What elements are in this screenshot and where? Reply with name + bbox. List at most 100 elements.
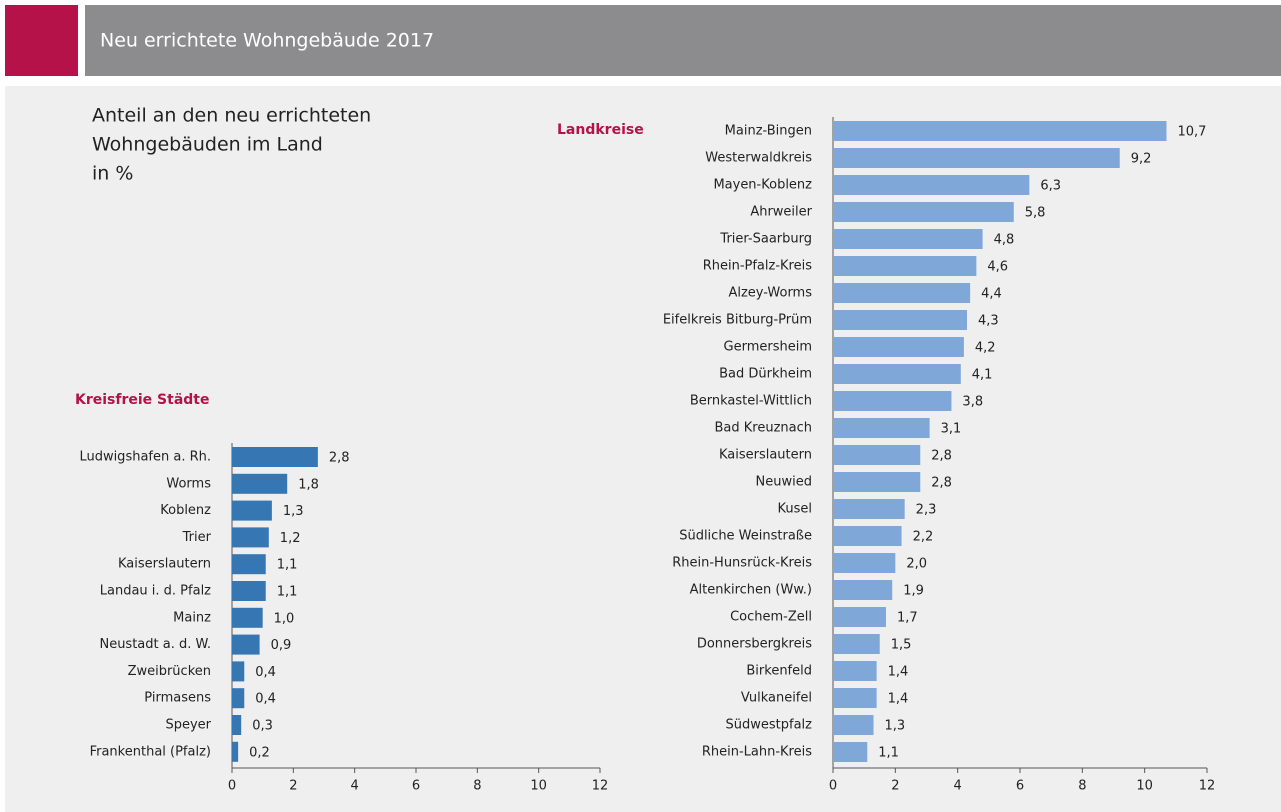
category-label: Westerwaldkreis	[705, 151, 812, 166]
value-label: 1,5	[891, 638, 912, 653]
value-label: 0,4	[255, 692, 276, 707]
category-label: Birkenfeld	[746, 664, 812, 679]
chart-title: Kreisfreie Städte	[75, 392, 209, 408]
category-label: Trier	[182, 530, 212, 545]
bar	[232, 581, 266, 601]
category-label: Mainz	[173, 610, 211, 625]
category-label: Landau i. d. Pfalz	[100, 584, 211, 599]
value-label: 4,1	[972, 368, 993, 383]
value-label: 1,0	[274, 611, 295, 626]
category-label: Germersheim	[724, 340, 812, 355]
bar	[232, 634, 260, 655]
category-label: Bernkastel-Wittlich	[690, 394, 812, 409]
subtitle: in %	[92, 163, 133, 185]
value-label: 1,9	[903, 584, 924, 599]
category-label: Worms	[166, 476, 211, 491]
x-tick-label: 4	[954, 779, 962, 794]
x-tick-label: 0	[829, 779, 837, 794]
bar	[833, 661, 877, 681]
category-label: Rhein-Hunsrück-Kreis	[672, 556, 812, 571]
category-label: Mainz-Bingen	[725, 124, 812, 139]
category-label: Trier-Saarburg	[719, 232, 812, 247]
value-label: 0,4	[255, 665, 276, 680]
value-label: 5,8	[1025, 206, 1046, 221]
category-label: Koblenz	[160, 503, 211, 518]
value-label: 4,8	[994, 233, 1015, 248]
category-label: Vulkaneifel	[741, 691, 812, 706]
bar	[232, 527, 269, 548]
bar	[833, 148, 1120, 168]
subtitle: Wohngebäuden im Land	[92, 134, 323, 156]
value-label: 1,7	[897, 611, 918, 626]
category-label: Cochem-Zell	[730, 610, 812, 625]
value-label: 1,3	[283, 504, 304, 519]
bar	[833, 175, 1030, 195]
value-label: 4,3	[978, 314, 999, 329]
x-tick-label: 6	[1016, 779, 1024, 794]
chart-title: Landkreise	[557, 122, 644, 138]
subtitle: Anteil an den neu errichteten	[92, 105, 371, 127]
bar	[232, 554, 266, 575]
bar	[833, 715, 874, 735]
category-label: Mayen-Koblenz	[713, 178, 812, 193]
category-label: Kusel	[778, 502, 813, 517]
value-label: 2,8	[329, 451, 350, 466]
x-tick-label: 4	[351, 779, 359, 794]
panel-bg	[5, 86, 1281, 812]
bar	[232, 715, 242, 735]
x-tick-label: 10	[1136, 779, 1153, 794]
bar	[232, 607, 263, 628]
value-label: 4,2	[975, 341, 996, 356]
x-tick-label: 6	[412, 779, 420, 794]
bar	[232, 473, 288, 494]
bar	[232, 447, 318, 467]
x-tick-label: 8	[473, 779, 481, 794]
category-label: Kaiserslautern	[118, 557, 211, 572]
value-label: 10,7	[1177, 125, 1206, 140]
value-label: 1,4	[888, 692, 909, 707]
category-label: Südwestpfalz	[726, 718, 813, 733]
bar	[833, 391, 952, 411]
category-label: Ludwigshafen a. Rh.	[79, 450, 211, 465]
bar	[833, 472, 921, 492]
value-label: 0,2	[249, 745, 270, 760]
bar	[833, 634, 880, 654]
bar	[833, 121, 1167, 141]
value-label: 2,0	[906, 557, 927, 572]
category-label: Südliche Weinstraße	[679, 529, 812, 544]
bar	[232, 688, 245, 709]
bar	[833, 310, 968, 330]
bar	[833, 337, 964, 357]
bar	[833, 607, 886, 627]
bar	[833, 526, 902, 546]
value-label: 1,4	[888, 665, 909, 680]
header-bar	[85, 5, 1281, 76]
value-label: 1,2	[280, 531, 301, 546]
value-label: 2,8	[931, 476, 952, 491]
bar	[232, 741, 239, 762]
value-label: 9,2	[1131, 152, 1152, 167]
category-label: Frankenthal (Pfalz)	[90, 744, 211, 759]
bar	[232, 661, 245, 682]
x-tick-label: 2	[289, 779, 297, 794]
value-label: 4,6	[987, 260, 1008, 275]
x-tick-label: 2	[891, 779, 899, 794]
category-label: Eifelkreis Bitburg-Prüm	[663, 313, 812, 328]
category-label: Speyer	[165, 718, 211, 733]
x-tick-label: 12	[1199, 779, 1216, 794]
bar	[833, 202, 1014, 222]
value-label: 2,2	[913, 530, 934, 545]
bar	[833, 418, 930, 438]
value-label: 1,8	[298, 477, 319, 492]
category-label: Alzey-Worms	[728, 286, 812, 301]
bar	[833, 742, 868, 762]
header-accent	[5, 5, 78, 76]
value-label: 0,3	[252, 719, 273, 734]
bar	[833, 364, 961, 384]
x-tick-label: 12	[592, 779, 609, 794]
header-title: Neu errichtete Wohngebäude 2017	[100, 30, 434, 52]
value-label: 3,8	[962, 395, 983, 410]
category-label: Kaiserslautern	[719, 448, 812, 463]
category-label: Ahrweiler	[750, 205, 812, 220]
